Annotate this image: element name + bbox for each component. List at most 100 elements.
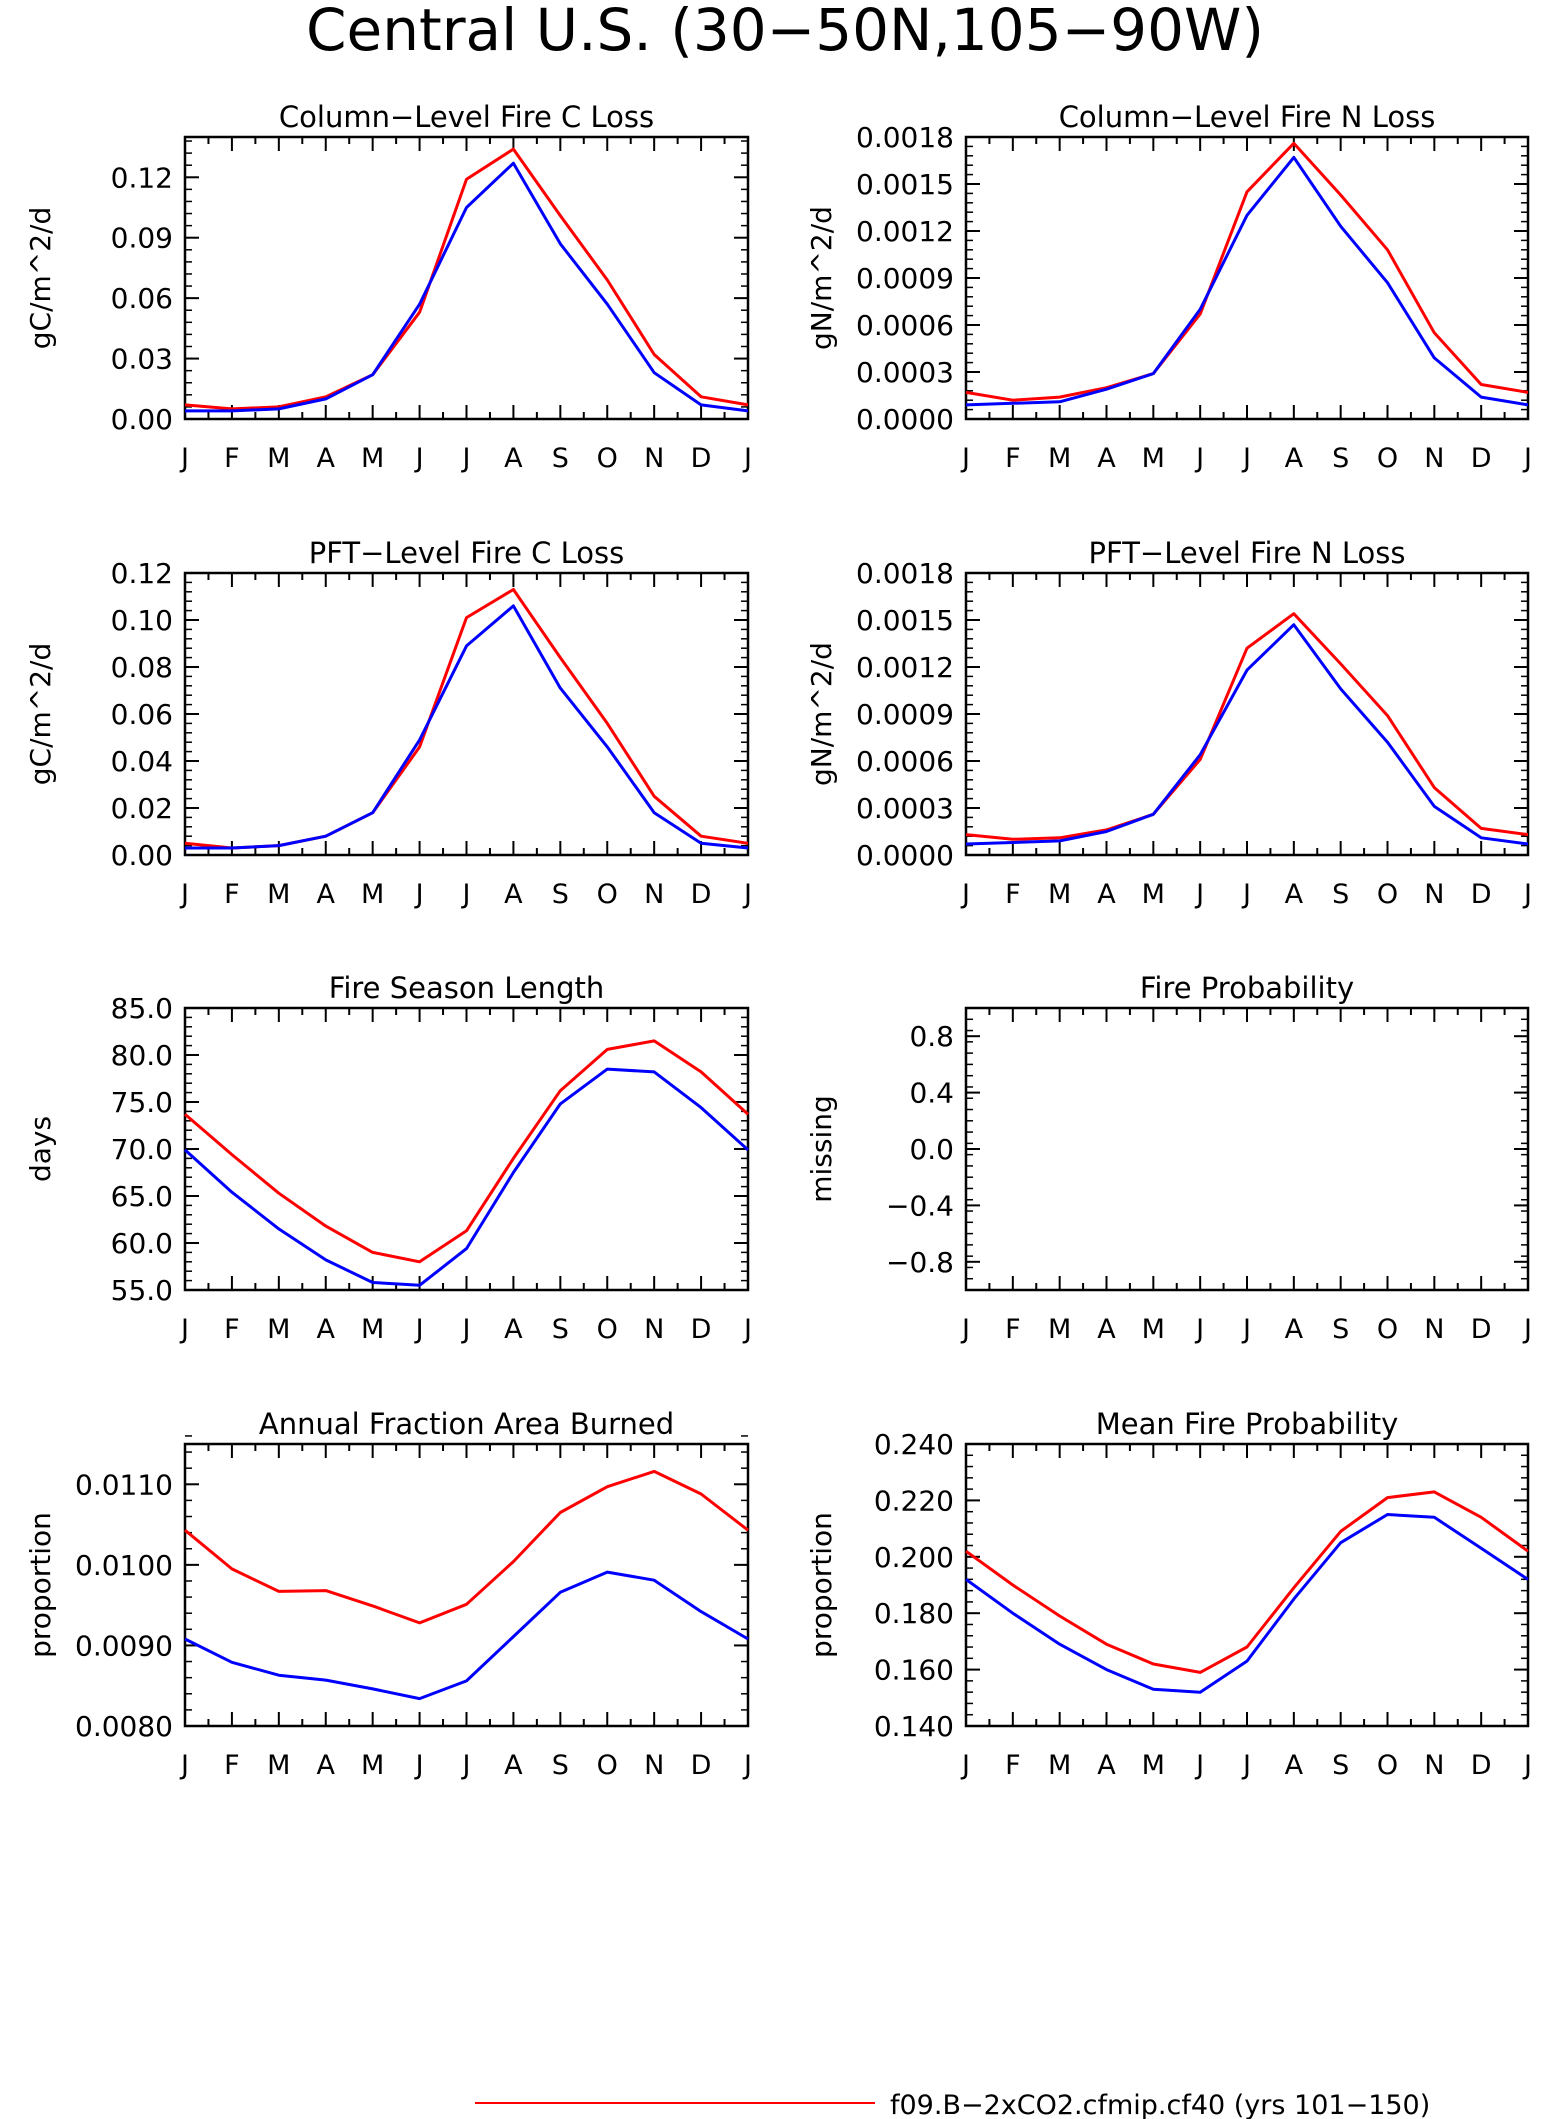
- x-tick-label: J: [414, 879, 424, 910]
- y-tick-label: 0.160: [874, 1654, 954, 1687]
- x-tick-label: A: [1097, 443, 1116, 474]
- panel-title: Fire Probability: [1140, 971, 1354, 1005]
- x-tick-label: N: [644, 879, 664, 910]
- x-tick-label: M: [361, 443, 384, 474]
- x-tick-label: A: [504, 879, 523, 910]
- plot-frame: [964, 1442, 1530, 1728]
- y-axis-label: days: [24, 1116, 57, 1182]
- x-tick-label: N: [644, 1750, 664, 1781]
- panel-title: Mean Fire Probability: [1096, 1407, 1399, 1441]
- x-tick-label: M: [1048, 879, 1071, 910]
- x-tick-label: O: [597, 879, 618, 910]
- y-tick-label: 0.220: [874, 1484, 954, 1517]
- chart-panel-1: J F M A M J J A S O N D J0.000.030.060.090.12Column−…: [24, 100, 752, 474]
- x-tick-label: F: [1005, 1750, 1021, 1781]
- y-tick-label: 0.240: [874, 1428, 954, 1461]
- y-tick-label: 0.0080: [75, 1710, 173, 1743]
- y-tick-label: 0.00: [111, 839, 173, 872]
- x-tick-label: J: [742, 879, 752, 910]
- x-tick-label: F: [1005, 443, 1021, 474]
- y-tick-label: −0.4: [886, 1189, 954, 1222]
- y-tick-label: 0.0009: [856, 262, 954, 295]
- y-tick-label: 0.09: [111, 222, 173, 255]
- panel-title: Fire Season Length: [329, 971, 604, 1005]
- y-tick-label: 80.0: [111, 1039, 173, 1072]
- y-tick-label: 0.12: [111, 161, 173, 194]
- x-tick-label: D: [1471, 443, 1492, 474]
- y-tick-label: 0.0100: [75, 1549, 173, 1582]
- y-axis-label: proportion: [805, 1512, 838, 1658]
- x-tick-label: F: [224, 879, 240, 910]
- x-tick-label: A: [504, 1750, 523, 1781]
- y-tick-label: 0.00: [111, 403, 173, 436]
- y-tick-label: 0.0018: [856, 557, 954, 590]
- series-line-blue: [185, 604, 749, 850]
- x-tick-label: J: [1194, 443, 1204, 474]
- x-tick-label: D: [691, 1750, 712, 1781]
- x-tick-label: D: [691, 1314, 712, 1345]
- x-tick-label: J: [1522, 1314, 1532, 1345]
- y-tick-label: 60.0: [111, 1227, 173, 1260]
- series-line-red: [965, 141, 1529, 402]
- x-tick-label: F: [1005, 1314, 1021, 1345]
- x-tick-label: J: [1522, 879, 1532, 910]
- x-tick-label: A: [1285, 1750, 1304, 1781]
- plot-frame: [964, 1006, 1530, 1292]
- y-tick-label: 0.4: [909, 1077, 954, 1110]
- y-tick-label: 0.02: [111, 792, 173, 825]
- y-tick-label: 0.0110: [75, 1468, 173, 1501]
- x-tick-label: A: [317, 1750, 336, 1781]
- x-tick-label: J: [179, 879, 189, 910]
- x-tick-label: J: [960, 879, 970, 910]
- x-tick-label: A: [317, 879, 336, 910]
- x-tick-label: M: [267, 1750, 290, 1781]
- x-tick-label: M: [361, 1314, 384, 1345]
- y-tick-label: 0.0000: [856, 403, 954, 436]
- y-tick-label: 0.0009: [856, 698, 954, 731]
- panel-title: PFT−Level Fire C Loss: [309, 536, 625, 570]
- y-tick-label: 0.06: [111, 698, 173, 731]
- x-tick-label: N: [1424, 443, 1444, 474]
- x-tick-label: A: [1285, 1314, 1304, 1345]
- x-tick-label: J: [1194, 879, 1204, 910]
- x-tick-label: J: [179, 443, 189, 474]
- x-tick-label: A: [317, 443, 336, 474]
- y-tick-label: 0.0090: [75, 1629, 173, 1662]
- series-line-red: [184, 1469, 749, 1625]
- x-tick-label: N: [1424, 1314, 1444, 1345]
- x-tick-label: J: [960, 1750, 970, 1781]
- y-tick-label: 0.0006: [856, 309, 954, 342]
- x-tick-label: N: [644, 1314, 664, 1345]
- x-tick-label: F: [224, 1314, 240, 1345]
- x-tick-label: J: [1241, 1750, 1251, 1781]
- series-line-red: [184, 147, 749, 411]
- x-tick-label: J: [960, 1314, 970, 1345]
- y-tick-label: 0.0012: [856, 651, 954, 684]
- series-line-blue: [965, 155, 1529, 407]
- x-tick-label: A: [1097, 1750, 1116, 1781]
- x-tick-label: A: [1285, 879, 1304, 910]
- y-tick-label: 0.06: [111, 282, 173, 315]
- x-tick-label: O: [1377, 879, 1398, 910]
- x-tick-label: S: [1332, 879, 1349, 910]
- series-line-blue: [184, 1570, 749, 1701]
- x-tick-label: M: [267, 443, 290, 474]
- x-tick-label: F: [1005, 879, 1021, 910]
- panel-title: PFT−Level Fire N Loss: [1089, 536, 1406, 570]
- x-tick-label: J: [179, 1314, 189, 1345]
- x-tick-label: S: [1332, 1750, 1349, 1781]
- series-line-blue: [183, 1067, 750, 1287]
- x-tick-label: J: [461, 1750, 471, 1781]
- x-tick-label: M: [1048, 443, 1071, 474]
- x-tick-label: J: [461, 879, 471, 910]
- x-tick-label: D: [691, 443, 712, 474]
- x-tick-label: A: [317, 1314, 336, 1345]
- x-tick-label: A: [1285, 443, 1304, 474]
- x-tick-label: O: [597, 1750, 618, 1781]
- page-title: Central U.S. (30−50N,105−90W): [306, 0, 1264, 64]
- x-tick-label: D: [691, 879, 712, 910]
- x-tick-label: J: [960, 443, 970, 474]
- chart-panel-2: J F M A M J J A S O N D J0.00000.00030.00060.00090.0…: [805, 100, 1532, 474]
- x-tick-label: M: [1048, 1750, 1071, 1781]
